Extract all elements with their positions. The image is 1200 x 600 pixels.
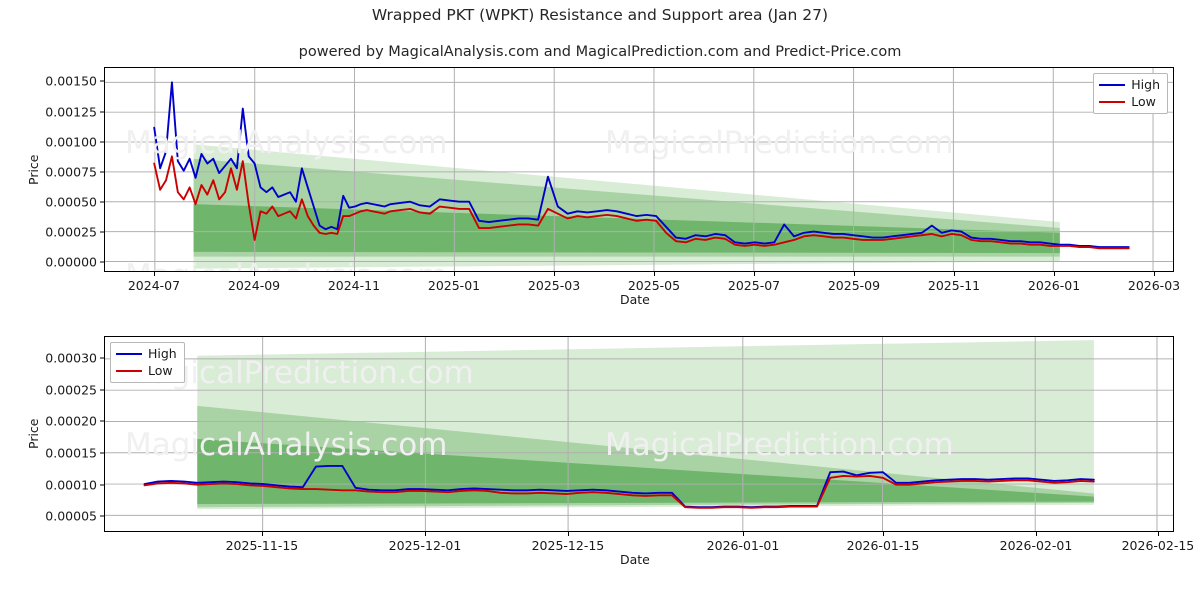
legend-item-high-2[interactable]: High <box>116 347 177 361</box>
legend-label-low: Low <box>1131 94 1156 109</box>
legend-item-high[interactable]: High <box>1099 78 1160 92</box>
x-tick-mark <box>254 272 255 276</box>
x-tick-mark <box>567 532 569 536</box>
x-tick-label: 2025-07 <box>727 278 781 293</box>
legend-label-high: High <box>1131 77 1160 92</box>
y-tick-label: 0.00075 <box>45 164 97 180</box>
y-tick-label: 0.00030 <box>45 350 97 366</box>
x-tick-mark <box>153 272 155 276</box>
x-tick-label: 2025-09 <box>827 278 881 293</box>
y-tick-label: 0.00015 <box>45 445 97 461</box>
x-tick-mark <box>853 272 855 276</box>
bottom-chart-panel: MagicalPrediction.com MagicalAnalysis.co… <box>26 336 1194 567</box>
top-x-axis-title: Date <box>620 292 650 307</box>
y-tick-mark <box>100 231 104 233</box>
y-tick-label: 0.00025 <box>45 382 97 398</box>
top-y-axis-title: Price <box>26 154 41 186</box>
y-tick-label: 0.00000 <box>45 254 97 270</box>
y-tick-label: 0.00100 <box>45 134 97 150</box>
bottom-x-axis-title: Date <box>620 552 650 567</box>
page-title: Wrapped PKT (WPKT) Resistance and Suppor… <box>371 6 829 24</box>
y-tick-mark <box>100 111 104 113</box>
x-tick-mark <box>1054 272 1056 276</box>
y-tick-mark <box>100 141 104 143</box>
x-tick-mark <box>554 272 556 276</box>
y-tick-mark <box>100 452 104 454</box>
bottom-band-layer <box>197 340 1094 510</box>
x-tick-mark <box>954 272 955 276</box>
x-tick-label: 2025-05 <box>627 278 681 293</box>
legend-label-low-2: Low <box>148 363 173 378</box>
top-chart-panel: MagicalAnalysis.com MagicalPrediction.co… <box>26 67 1180 307</box>
x-tick-mark <box>453 272 455 276</box>
x-tick-mark <box>882 532 884 536</box>
y-tick-label: 0.00125 <box>45 104 97 120</box>
x-tick-label: 2026-01 <box>1027 278 1081 293</box>
y-tick-mark <box>100 261 104 263</box>
bottom-y-axis-title: Price <box>26 418 41 450</box>
x-tick-mark <box>261 532 263 536</box>
y-tick-mark <box>100 357 104 359</box>
x-tick-label: 2025-11-15 <box>225 538 299 553</box>
x-tick-mark <box>425 532 426 536</box>
y-tick-mark <box>100 484 104 486</box>
x-tick-label: 2025-03 <box>527 278 581 293</box>
bottom-grid-layer <box>105 337 1173 531</box>
y-tick-mark <box>100 201 104 203</box>
x-tick-label: 2026-02-15 <box>1121 538 1195 553</box>
x-tick-mark <box>754 272 756 276</box>
x-tick-label: 2025-11 <box>927 278 981 293</box>
legend-swatch-low-2 <box>116 370 142 372</box>
top-series-layer <box>153 81 1130 250</box>
x-tick-mark <box>743 532 744 536</box>
top-legend[interactable]: High Low <box>1093 73 1168 114</box>
bottom-plot-area: MagicalPrediction.com MagicalAnalysis.co… <box>104 336 1174 532</box>
x-tick-mark <box>653 272 655 276</box>
x-tick-label: 2024-07 <box>127 278 181 293</box>
top-grid-layer <box>105 68 1173 271</box>
legend-item-low-2[interactable]: Low <box>116 364 177 378</box>
y-tick-mark <box>100 171 104 173</box>
x-tick-label: 2026-03 <box>1127 278 1181 293</box>
x-tick-label: 2026-01-01 <box>706 538 780 553</box>
top-plot-area: MagicalAnalysis.com MagicalPrediction.co… <box>104 67 1174 272</box>
y-tick-label: 0.00020 <box>45 413 97 429</box>
y-tick-label: 0.00150 <box>45 73 97 89</box>
legend-swatch-high <box>1099 84 1126 86</box>
y-tick-mark <box>100 515 104 517</box>
x-tick-label: 2024-09 <box>227 278 281 293</box>
legend-swatch-high-2 <box>116 353 142 355</box>
y-tick-label: 0.00050 <box>45 194 97 210</box>
x-tick-mark <box>353 272 355 276</box>
y-tick-label: 0.00025 <box>45 224 97 240</box>
x-tick-mark <box>1035 532 1037 536</box>
y-tick-mark <box>100 420 104 422</box>
x-tick-label: 2026-02-01 <box>999 538 1073 553</box>
y-tick-mark <box>100 80 104 82</box>
x-tick-label: 2025-12-15 <box>531 538 605 553</box>
y-tick-label: 0.00005 <box>45 508 97 524</box>
x-tick-label: 2025-12-01 <box>388 538 462 553</box>
x-tick-mark <box>1153 272 1155 276</box>
legend-swatch-low <box>1099 101 1126 103</box>
legend-label-high-2: High <box>148 346 177 361</box>
y-tick-mark <box>100 389 104 391</box>
y-tick-label: 0.00010 <box>45 477 97 493</box>
legend-item-low[interactable]: Low <box>1099 95 1160 109</box>
x-tick-mark <box>1157 532 1159 536</box>
x-tick-label: 2026-01-15 <box>846 538 920 553</box>
page-subtitle: powered by MagicalAnalysis.com and Magic… <box>298 44 902 60</box>
bottom-series-layer <box>143 464 1095 509</box>
x-tick-label: 2024-11 <box>327 278 381 293</box>
bottom-legend[interactable]: High Low <box>110 342 185 383</box>
x-tick-label: 2025-01 <box>427 278 481 293</box>
